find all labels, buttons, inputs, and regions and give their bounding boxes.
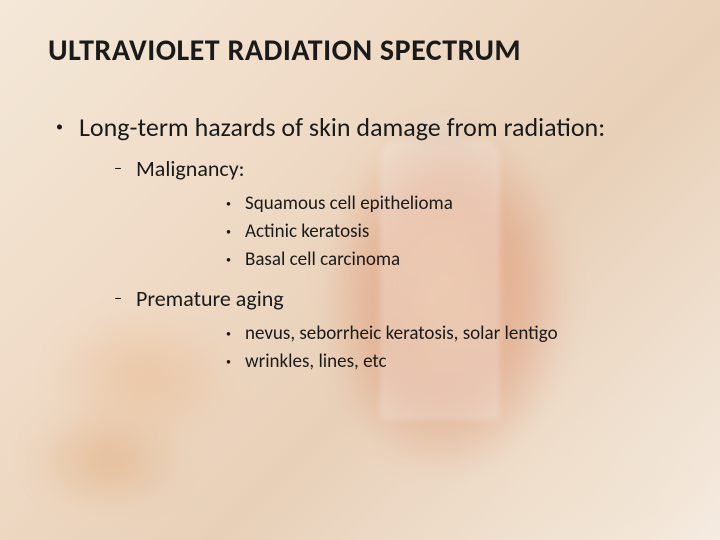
bullet-level3-group: • Squamous cell epithelioma • Actinic ke… xyxy=(226,191,672,273)
list-item: • wrinkles, lines, etc xyxy=(226,349,672,375)
bullet-marker: • xyxy=(56,111,63,143)
slide-title: ULTRAVIOLET RADIATION SPECTRUM xyxy=(48,32,672,69)
bullet-marker: • xyxy=(226,219,231,245)
bullet-marker: – xyxy=(114,285,122,313)
list-item: • Squamous cell epithelioma xyxy=(226,191,672,217)
slide-content: ULTRAVIOLET RADIATION SPECTRUM • Long-te… xyxy=(0,0,720,375)
bullet-marker: • xyxy=(226,191,231,217)
bullet-level2: – Malignancy: • Squamous cell epitheliom… xyxy=(114,155,672,273)
list-item: • Basal cell carcinoma xyxy=(226,247,672,273)
bullet-level2: – Premature aging • nevus, seborrheic ke… xyxy=(114,285,672,375)
bullet-level3-group: • nevus, seborrheic keratosis, solar len… xyxy=(226,321,672,375)
bullet-marker: • xyxy=(226,349,231,375)
bullet-text: Basal cell carcinoma xyxy=(245,247,400,273)
list-item: • Actinic keratosis xyxy=(226,219,672,245)
bullet-marker: – xyxy=(114,155,122,183)
bullet-marker: • xyxy=(226,247,231,273)
bullet-text: Premature aging xyxy=(136,285,284,313)
bullet-text: wrinkles, lines, etc xyxy=(245,349,387,375)
list-item: • nevus, seborrheic keratosis, solar len… xyxy=(226,321,672,347)
bullet-text: Long-term hazards of skin damage from ra… xyxy=(79,111,605,143)
bullet-marker: • xyxy=(226,321,231,347)
bullet-text: Actinic keratosis xyxy=(245,219,369,245)
bullet-text: Malignancy: xyxy=(136,155,245,183)
bullet-text: Squamous cell epithelioma xyxy=(245,191,453,217)
bullet-text: nevus, seborrheic keratosis, solar lenti… xyxy=(245,321,558,347)
bullet-level1: • Long-term hazards of skin damage from … xyxy=(56,111,672,375)
